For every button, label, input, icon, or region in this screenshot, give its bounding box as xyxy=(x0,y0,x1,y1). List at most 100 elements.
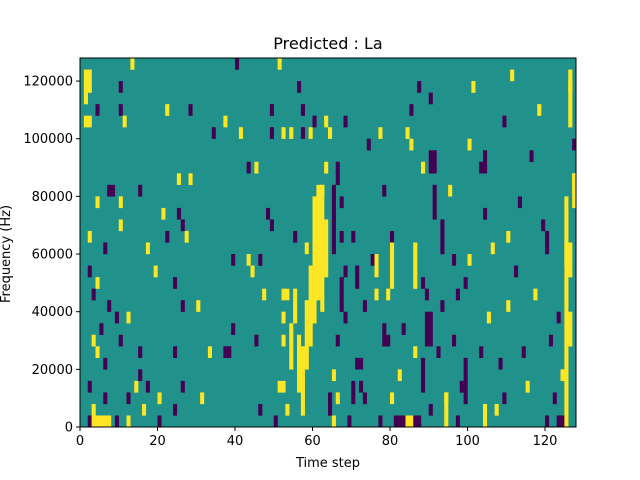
heatmap-run xyxy=(316,184,321,301)
heatmap-cell xyxy=(455,415,460,428)
x-tick-label: 20 xyxy=(149,434,166,449)
heatmap-cell xyxy=(134,380,139,393)
heatmap-cell xyxy=(463,277,468,289)
heatmap-cell xyxy=(246,254,251,266)
heatmap-cell xyxy=(87,81,92,93)
heatmap-cell xyxy=(99,415,104,428)
heatmap-cell xyxy=(448,184,453,197)
heatmap-cell xyxy=(506,230,511,243)
heatmap-run xyxy=(483,150,488,174)
heatmap-run xyxy=(564,196,569,428)
x-tick-label: 60 xyxy=(304,434,321,449)
heatmap-cell xyxy=(122,115,127,128)
heatmap-cell xyxy=(95,415,100,428)
chart-title: Predicted : La xyxy=(273,34,382,53)
heatmap-cell xyxy=(413,346,418,359)
x-tick-label: 0 xyxy=(76,434,84,449)
heatmap-cell xyxy=(95,277,100,289)
heatmap-cell xyxy=(118,196,123,209)
heatmap-cell xyxy=(382,184,387,197)
heatmap-cell xyxy=(556,311,561,324)
heatmap-cell xyxy=(436,346,441,359)
heatmap-run xyxy=(413,415,422,428)
heatmap-cell xyxy=(366,138,371,151)
heatmap-cell xyxy=(269,104,274,116)
heatmap-cell xyxy=(452,334,457,347)
plot-frame xyxy=(79,57,577,428)
heatmap-run xyxy=(281,288,290,301)
heatmap-run xyxy=(382,323,387,347)
heatmap-cell xyxy=(126,415,131,428)
heatmap-cell xyxy=(370,254,375,266)
heatmap-cell xyxy=(118,334,123,347)
heatmap-cell xyxy=(560,369,565,382)
heatmap-run xyxy=(444,392,449,428)
heatmap-cell xyxy=(235,58,240,70)
y-tick-label: 60000 xyxy=(32,248,73,263)
heatmap-cell xyxy=(343,115,348,128)
heatmap-cell xyxy=(483,207,488,220)
heatmap-run xyxy=(572,173,577,209)
heatmap-run xyxy=(428,150,437,174)
heatmap-run xyxy=(568,311,573,347)
heatmap-cell xyxy=(281,311,286,324)
heatmap-cell xyxy=(359,357,364,370)
heatmap-cell xyxy=(262,288,267,301)
heatmap-cell xyxy=(184,230,189,243)
x-tick-label: 40 xyxy=(227,434,244,449)
heatmap-run xyxy=(390,242,395,289)
heatmap-cell xyxy=(207,346,212,359)
heatmap-run xyxy=(440,219,445,255)
heatmap-run xyxy=(312,196,317,324)
heatmap-cell xyxy=(103,242,108,255)
heatmap-cell xyxy=(103,357,108,370)
heatmap-cell xyxy=(281,127,286,139)
heatmap-cell xyxy=(335,392,340,405)
heatmap-cell xyxy=(359,380,364,393)
heatmap-cell xyxy=(471,81,476,93)
heatmap-cell xyxy=(273,415,278,428)
heatmap-cell xyxy=(281,334,286,347)
heatmap-cell xyxy=(87,265,92,278)
heatmap-run xyxy=(424,311,433,347)
heatmap-cell xyxy=(246,161,251,174)
heatmap-cell xyxy=(467,254,472,266)
y-tick-label: 40000 xyxy=(32,305,73,320)
heatmap-run xyxy=(289,323,294,370)
heatmap-run xyxy=(300,346,305,405)
y-tick-label: 80000 xyxy=(32,190,73,205)
heatmap-cell xyxy=(254,161,259,174)
heatmap-cell xyxy=(173,403,178,416)
heatmap-cell xyxy=(548,334,553,347)
heatmap-run xyxy=(335,161,340,186)
heatmap-cell xyxy=(417,81,422,93)
heatmap-cell xyxy=(479,346,484,359)
heatmap-cell xyxy=(180,219,185,232)
heatmap-run xyxy=(556,415,561,428)
heatmap-cell xyxy=(304,242,309,255)
heatmap-cell xyxy=(114,415,119,428)
heatmap-cell xyxy=(378,415,383,428)
heatmap-cell xyxy=(118,104,123,116)
heatmap-cell xyxy=(231,323,236,335)
heatmap-cell xyxy=(537,104,542,116)
heatmap-cell xyxy=(107,300,112,312)
heatmap-cell xyxy=(126,392,131,405)
heatmap-cell xyxy=(118,219,123,232)
heatmap-cell xyxy=(514,265,519,278)
heatmap-cell xyxy=(87,230,92,243)
heatmap-cells xyxy=(83,58,577,428)
heatmap-cell xyxy=(545,415,550,428)
heatmap-cell xyxy=(541,219,546,232)
heatmap-run xyxy=(83,69,92,82)
heatmap-cell xyxy=(428,92,433,105)
heatmap-run xyxy=(297,334,302,393)
heatmap-cell xyxy=(424,288,429,301)
heatmap-cell xyxy=(91,403,96,416)
heatmap-cell xyxy=(87,115,92,128)
heatmap-cell xyxy=(479,161,484,174)
heatmap-run xyxy=(405,415,414,428)
heatmap-cell xyxy=(351,230,356,243)
heatmap-cell xyxy=(126,311,131,324)
heatmap-cell xyxy=(498,357,503,370)
